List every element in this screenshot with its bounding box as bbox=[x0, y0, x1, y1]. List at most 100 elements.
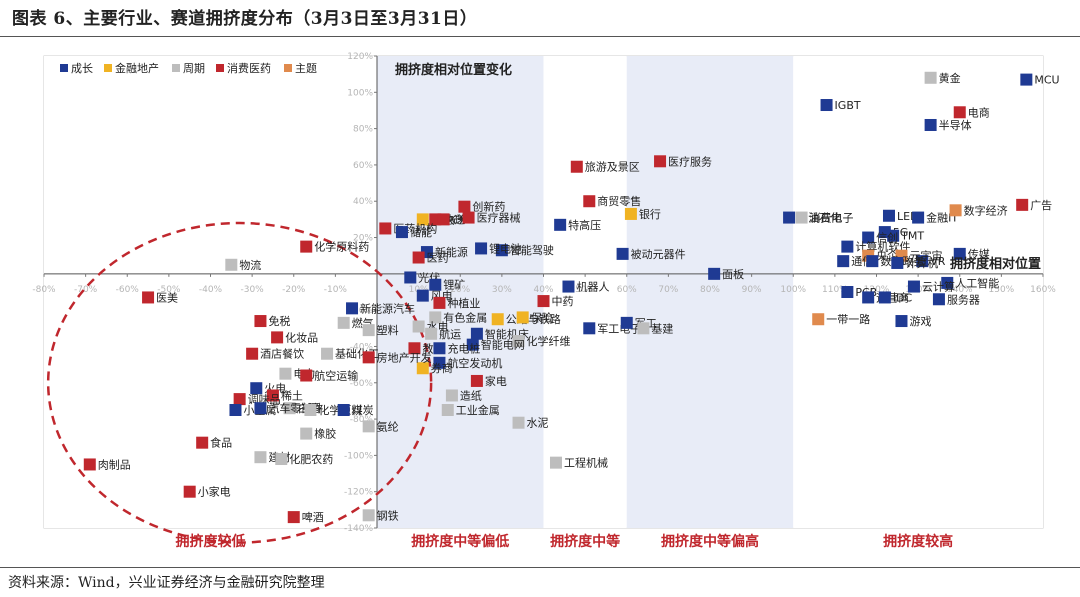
point-48 bbox=[932, 293, 945, 306]
y-tick-label-8: -60% bbox=[350, 379, 374, 389]
point-76 bbox=[300, 240, 313, 253]
x-tick-label-22: 150% bbox=[989, 285, 1015, 295]
source-rule bbox=[0, 567, 1080, 568]
point-32 bbox=[616, 247, 629, 260]
point-47 bbox=[878, 291, 891, 304]
point-91 bbox=[283, 402, 296, 415]
point-label-63: 化学纤维 bbox=[527, 334, 571, 348]
point-label-72: 水泥 bbox=[527, 417, 549, 430]
point-label-66: 充电桩 bbox=[447, 341, 480, 355]
point-42 bbox=[562, 280, 575, 293]
point-3 bbox=[953, 106, 966, 119]
point-label-47: IDC bbox=[893, 291, 913, 304]
point-41 bbox=[429, 278, 442, 291]
point-label-51: 中药 bbox=[552, 295, 574, 308]
point-92 bbox=[229, 404, 242, 416]
x-axis-label: 拥挤度相对位置 bbox=[950, 256, 1041, 272]
figure-title: 图表 6、主要行业、赛道拥挤度分布（3月3日至3月31日） bbox=[12, 9, 478, 29]
point-label-14: 银行 bbox=[639, 207, 661, 221]
point-label-35: 元宇宙 bbox=[909, 249, 942, 263]
point-label-50: 种植业 bbox=[447, 296, 480, 310]
y-tick-label-9: -80% bbox=[350, 415, 374, 425]
x-tick-label-0: -80% bbox=[32, 285, 56, 295]
point-label-44: 云计算 bbox=[922, 280, 955, 294]
point-label-27: 传媒 bbox=[968, 248, 990, 261]
point-29 bbox=[475, 242, 488, 255]
point-label-32: 被动元器件 bbox=[631, 248, 686, 261]
point-label-79: 新能源汽车 bbox=[360, 301, 415, 315]
point-80 bbox=[337, 316, 350, 329]
point-50 bbox=[433, 296, 446, 309]
point-78 bbox=[254, 315, 267, 328]
point-28 bbox=[495, 244, 508, 257]
y-tick-label-12: -140% bbox=[344, 524, 373, 534]
point-label-34: VR bbox=[930, 255, 946, 268]
point-label-102: 小家电 bbox=[198, 485, 231, 499]
point-label-95: 煤炭 bbox=[352, 404, 374, 417]
legend-swatch-growth bbox=[60, 64, 68, 72]
point-88 bbox=[250, 382, 263, 395]
point-label-73: 工程机械 bbox=[564, 456, 608, 470]
point-label-76: 化学原料药 bbox=[314, 240, 369, 254]
point-label-2: IGBT bbox=[835, 99, 861, 112]
zone-label-1: 拥挤度中等偏低 bbox=[411, 533, 509, 550]
legend-label-finance: 金融地产 bbox=[115, 61, 159, 75]
x-tick-label-7: -10% bbox=[324, 285, 348, 295]
point-86 bbox=[279, 367, 292, 380]
y-tick-label-7: -40% bbox=[350, 342, 374, 352]
point-53 bbox=[491, 313, 504, 326]
point-103 bbox=[287, 511, 300, 524]
point-62 bbox=[470, 327, 483, 340]
zone-label-2: 拥挤度中等 bbox=[550, 533, 620, 550]
point-label-97: 橡胶 bbox=[314, 427, 336, 441]
point-1 bbox=[1020, 73, 1033, 86]
point-label-6: 旅游及景区 bbox=[585, 160, 640, 174]
legend-label-growth: 成长 bbox=[71, 62, 93, 75]
legend-label-cyclical: 周期 bbox=[183, 62, 205, 75]
x-tick-label-14: 70% bbox=[658, 285, 678, 295]
zone-band-0 bbox=[44, 56, 377, 528]
point-15 bbox=[795, 211, 808, 224]
point-label-0: 黄金 bbox=[939, 71, 961, 85]
point-label-22: 储能 bbox=[410, 225, 432, 239]
point-label-67: 航空发动机 bbox=[447, 356, 502, 370]
point-102 bbox=[183, 485, 196, 498]
point-label-29: 锂电池 bbox=[489, 241, 522, 255]
point-67 bbox=[433, 356, 446, 369]
point-93 bbox=[254, 402, 267, 415]
chart-title: 拥挤度相对位置变化 bbox=[395, 62, 512, 78]
point-label-3: 电商 bbox=[968, 105, 990, 119]
point-label-101: 化肥农药 bbox=[289, 452, 333, 466]
point-79 bbox=[346, 302, 359, 315]
point-label-77: 医美 bbox=[156, 291, 178, 304]
point-label-1: MCU bbox=[1034, 74, 1059, 87]
point-61 bbox=[425, 327, 438, 340]
x-tick-label-21: 140% bbox=[947, 285, 973, 295]
x-tick-label-4: -40% bbox=[199, 285, 223, 295]
point-label-96: 氨纶 bbox=[377, 419, 399, 433]
point-21 bbox=[379, 222, 392, 235]
point-7 bbox=[583, 195, 596, 208]
point-58 bbox=[812, 313, 825, 326]
point-39 bbox=[708, 267, 721, 280]
point-12 bbox=[949, 204, 962, 217]
legend-swatch-consumer bbox=[216, 64, 224, 72]
point-63 bbox=[512, 335, 525, 348]
point-label-71: 工业金属 bbox=[456, 403, 500, 417]
point-81 bbox=[271, 331, 284, 344]
point-label-64: 智能电网 bbox=[481, 338, 525, 352]
point-59 bbox=[895, 315, 908, 328]
point-9 bbox=[783, 211, 796, 224]
point-57 bbox=[637, 322, 650, 335]
point-101 bbox=[275, 453, 288, 466]
point-18 bbox=[437, 213, 450, 226]
point-label-98: 食品 bbox=[210, 436, 232, 450]
x-tick-label-9: 20% bbox=[450, 285, 470, 295]
point-95 bbox=[337, 404, 350, 416]
point-5 bbox=[654, 155, 667, 168]
point-label-39: 面板 bbox=[722, 267, 744, 281]
title-rule bbox=[0, 36, 1080, 37]
point-46 bbox=[862, 291, 875, 304]
point-97 bbox=[300, 427, 313, 440]
